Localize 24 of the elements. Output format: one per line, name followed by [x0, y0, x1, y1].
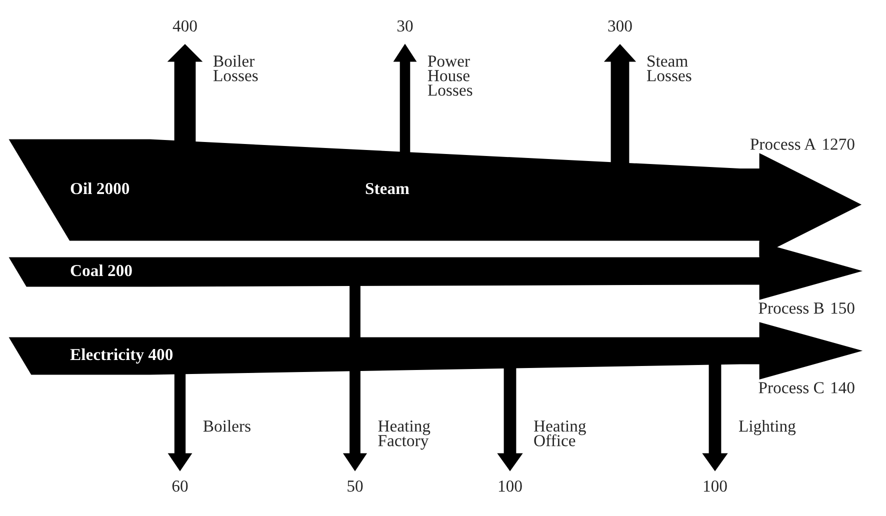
data-label: 50: [348, 480, 363, 492]
category-label: Heating Factory: [378, 420, 430, 450]
text: Oil 2000: [70, 182, 130, 194]
text: Coal 200: [70, 264, 132, 276]
data-label: 150: [831, 302, 854, 314]
category-label: Power House Losses: [428, 56, 472, 96]
data-label: 60: [172, 480, 188, 492]
data-label: 1270: [823, 138, 854, 150]
text: Electricity 400: [70, 348, 173, 364]
category-label: Heating Office: [534, 420, 586, 446]
category-label: Boilers: [203, 420, 250, 432]
text: Steam: [366, 182, 410, 194]
data-label: 140: [831, 382, 854, 394]
category-label: Process B: [758, 302, 824, 314]
data-label: 100: [704, 480, 727, 492]
data-label: 30: [397, 20, 413, 32]
data-label: 300: [608, 20, 632, 32]
category-label: Process C: [758, 382, 824, 394]
data-label: 400: [172, 20, 197, 32]
category-label: Process A: [750, 138, 816, 150]
data-label: 100: [498, 480, 522, 492]
category-label: Lighting: [738, 420, 796, 436]
category-label: Boiler Losses: [213, 55, 258, 82]
category-label: Steam Losses: [646, 56, 692, 82]
